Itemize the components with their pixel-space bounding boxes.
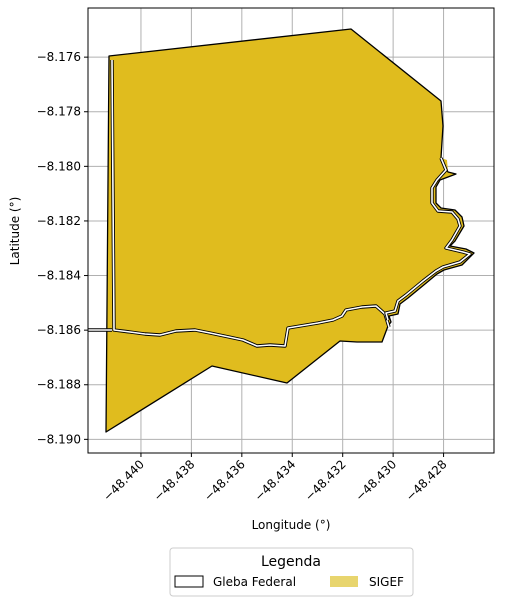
y-tick-label: −8.180 (37, 159, 81, 173)
y-tick-label: −8.178 (37, 105, 81, 119)
y-axis: −8.176 −8.178 −8.180 −8.182 −8.184 −8.186 −8.1… (37, 50, 88, 446)
y-tick-label: −8.184 (37, 269, 81, 283)
legend: Legenda Gleba Federal SIGEF (169, 547, 414, 597)
plot-area (87, 7, 495, 454)
gleba-federal-outline (105, 28, 475, 433)
x-axis-title: Longitude (°) (252, 518, 331, 532)
legend-swatch-gleba-federal (174, 575, 204, 588)
legend-title: Legenda (261, 554, 321, 570)
y-tick-label: −8.176 (37, 50, 81, 64)
east-boundary-line (385, 157, 471, 321)
y-tick-label: −8.188 (37, 378, 81, 392)
legend-label-sigef: SIGEF (369, 575, 404, 589)
y-tick-label: −8.182 (37, 214, 81, 228)
legend-swatch-sigef (330, 576, 358, 587)
y-tick-label: −8.190 (37, 432, 81, 446)
y-axis-title: Latitude (°) (8, 197, 22, 266)
map-layers (88, 28, 475, 433)
plot-frame (87, 7, 495, 454)
inner-boundary-line (88, 59, 390, 347)
y-tick-label: −8.186 (37, 323, 81, 337)
legend-label-gleba-federal: Gleba Federal (213, 575, 296, 589)
